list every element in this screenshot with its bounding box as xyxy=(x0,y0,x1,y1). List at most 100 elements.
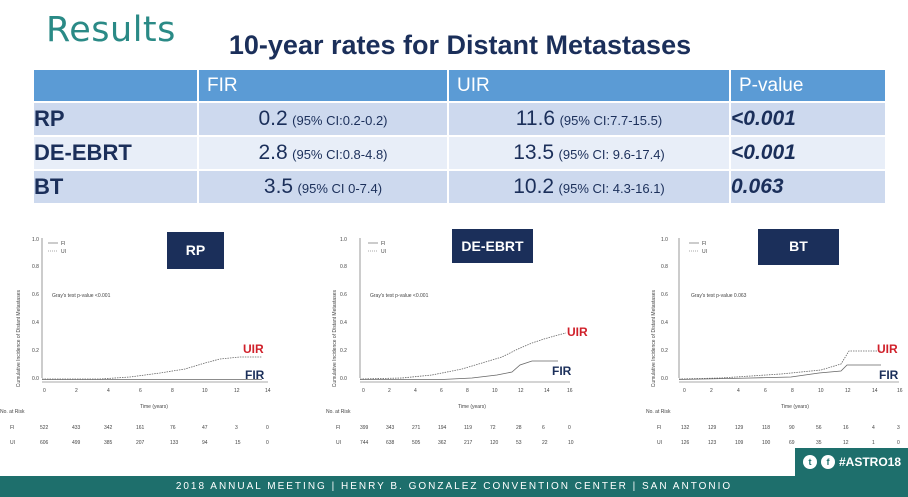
fir-curve xyxy=(678,364,881,380)
risk-ui: 606 xyxy=(40,440,49,446)
xtick: 6 xyxy=(440,388,443,394)
plot-de-ebrt-svg: Cumulative Incidence of Distant Metastas… xyxy=(326,237,588,446)
xtick: 0 xyxy=(683,388,686,394)
plot-xlabel: Time (years) xyxy=(140,404,168,410)
xtick: 10 xyxy=(492,388,498,394)
xtick: 12 xyxy=(518,388,524,394)
slide-title: Results xyxy=(46,10,176,50)
risk-ui: 53 xyxy=(516,440,522,446)
plot-de-ebrt: Cumulative Incidence of Distant Metastas… xyxy=(322,225,612,455)
table-row: BT 3.5 (95% CI 0-7.4) 10.2 (95% CI: 4.3-… xyxy=(32,169,887,205)
xtick: 4 xyxy=(414,388,417,394)
xtick: 6 xyxy=(764,388,767,394)
xtick: 2 xyxy=(388,388,391,394)
ytick: 0.8 xyxy=(32,264,39,270)
xtick: 16 xyxy=(567,388,573,394)
risk-ui: 362 xyxy=(438,440,447,446)
fir-label: FIR xyxy=(552,364,572,378)
xtick: 14 xyxy=(265,388,271,394)
row-label: DE-EBRT xyxy=(32,135,199,171)
ytick: 0.4 xyxy=(340,320,347,326)
legend-fi: FI xyxy=(702,241,706,247)
table-row: DE-EBRT 2.8 (95% CI:0.8-4.8) 13.5 (95% C… xyxy=(32,135,887,171)
legend-fi: FI xyxy=(381,241,385,247)
plot-rp-svg: Cumulative Incidence of Distant Metastas… xyxy=(0,237,271,446)
risk-fi: 343 xyxy=(386,425,395,431)
uir-value: 10.2 xyxy=(513,175,555,198)
risk-ui: 109 xyxy=(735,440,744,446)
xtick: 0 xyxy=(362,388,365,394)
risk-fi: 129 xyxy=(735,425,744,431)
xtick: 4 xyxy=(107,388,110,394)
p-value: <0.001 xyxy=(729,101,887,137)
uir-ci: (95% CI: 4.3-16.1) xyxy=(558,181,665,196)
uir-curve xyxy=(359,332,567,380)
risk-ui: 22 xyxy=(542,440,548,446)
plot-ylabel: Cumulative Incidence of Distant Metastas… xyxy=(16,290,22,388)
xtick: 10 xyxy=(202,388,208,394)
xtick: 2 xyxy=(710,388,713,394)
fir-curve xyxy=(360,360,558,380)
uir-label: UIR xyxy=(243,342,264,356)
risk-fi: 28 xyxy=(516,425,522,431)
risk-ui: 35 xyxy=(816,440,822,446)
risk-fi: 16 xyxy=(843,425,849,431)
risk-fi: 6 xyxy=(542,425,545,431)
risk-ui-label: UI xyxy=(657,440,662,446)
ytick: 1.0 xyxy=(340,237,347,243)
xtick: 16 xyxy=(897,388,903,394)
risk-ui: 120 xyxy=(490,440,499,446)
p-value: 0.063 xyxy=(729,169,887,205)
fir-value: 0.2 xyxy=(258,107,288,130)
plot-bt: Cumulative Incidence of Distant Metastas… xyxy=(641,225,908,455)
fir-cell: 0.2 (95% CI:0.2-0.2) xyxy=(197,101,449,137)
fir-ci: (95% CI 0-7.4) xyxy=(297,181,383,196)
risk-fi: 118 xyxy=(762,425,770,431)
fir-cell: 3.5 (95% CI 0-7.4) xyxy=(197,169,449,205)
plot-tag-bt: BT xyxy=(758,229,839,265)
fir-label: FIR xyxy=(245,368,265,382)
plot-tag-de-ebrt: DE-EBRT xyxy=(452,229,533,263)
table-row: RP 0.2 (95% CI:0.2-0.2) 11.6 (95% CI:7.7… xyxy=(32,101,887,137)
subtitle-text: 10-year rates for Distant Metastases xyxy=(228,30,692,60)
risk-fi: 56 xyxy=(816,425,822,431)
xtick: 8 xyxy=(466,388,469,394)
risk-fi-label: FI xyxy=(336,425,340,431)
xtick: 8 xyxy=(791,388,794,394)
risk-ui: 94 xyxy=(202,440,208,446)
uir-label: UIR xyxy=(567,325,588,339)
risk-ui: 10 xyxy=(568,440,574,446)
ytick: 1.0 xyxy=(32,237,39,243)
uir-label: UIR xyxy=(877,342,898,356)
risk-fi: 0 xyxy=(568,425,571,431)
header-pvalue: P-value xyxy=(729,68,887,103)
legend-ui: UI xyxy=(381,249,386,255)
ytick: 0.6 xyxy=(32,292,39,298)
fir-cell: 2.8 (95% CI:0.8-4.8) xyxy=(197,135,449,171)
risk-ui: 0 xyxy=(897,440,900,446)
risk-ui: 12 xyxy=(843,440,849,446)
social-badge: t f #ASTRO18 xyxy=(795,448,908,476)
xtick: 8 xyxy=(171,388,174,394)
footer-bar: 2018 ANNUAL MEETING | HENRY B. GONZALEZ … xyxy=(0,476,908,497)
xtick: 10 xyxy=(818,388,824,394)
risk-ui: 638 xyxy=(386,440,395,446)
risk-fi: 72 xyxy=(490,425,496,431)
risk-fi: 4 xyxy=(872,425,875,431)
ytick: 0.4 xyxy=(32,320,39,326)
gray-test: Gray's test p-value <0.001 xyxy=(52,293,111,299)
risk-ui-label: UI xyxy=(336,440,341,446)
plot-tag-rp: RP xyxy=(167,232,224,269)
uir-value: 13.5 xyxy=(513,141,555,164)
xtick: 0 xyxy=(43,388,46,394)
fir-ci: (95% CI:0.8-4.8) xyxy=(292,147,388,162)
ytick: 0.8 xyxy=(661,264,668,270)
uir-curve xyxy=(678,350,881,380)
hashtag: #ASTRO18 xyxy=(839,455,902,469)
results-table: FIR UIR P-value RP 0.2 (95% CI:0.2-0.2) … xyxy=(32,68,887,205)
risk-ui: 505 xyxy=(412,440,421,446)
risk-ui: 217 xyxy=(464,440,473,446)
risk-fi: 271 xyxy=(412,425,421,431)
ytick: 0.2 xyxy=(32,348,39,354)
uir-cell: 13.5 (95% CI: 9.6-17.4) xyxy=(447,135,731,171)
